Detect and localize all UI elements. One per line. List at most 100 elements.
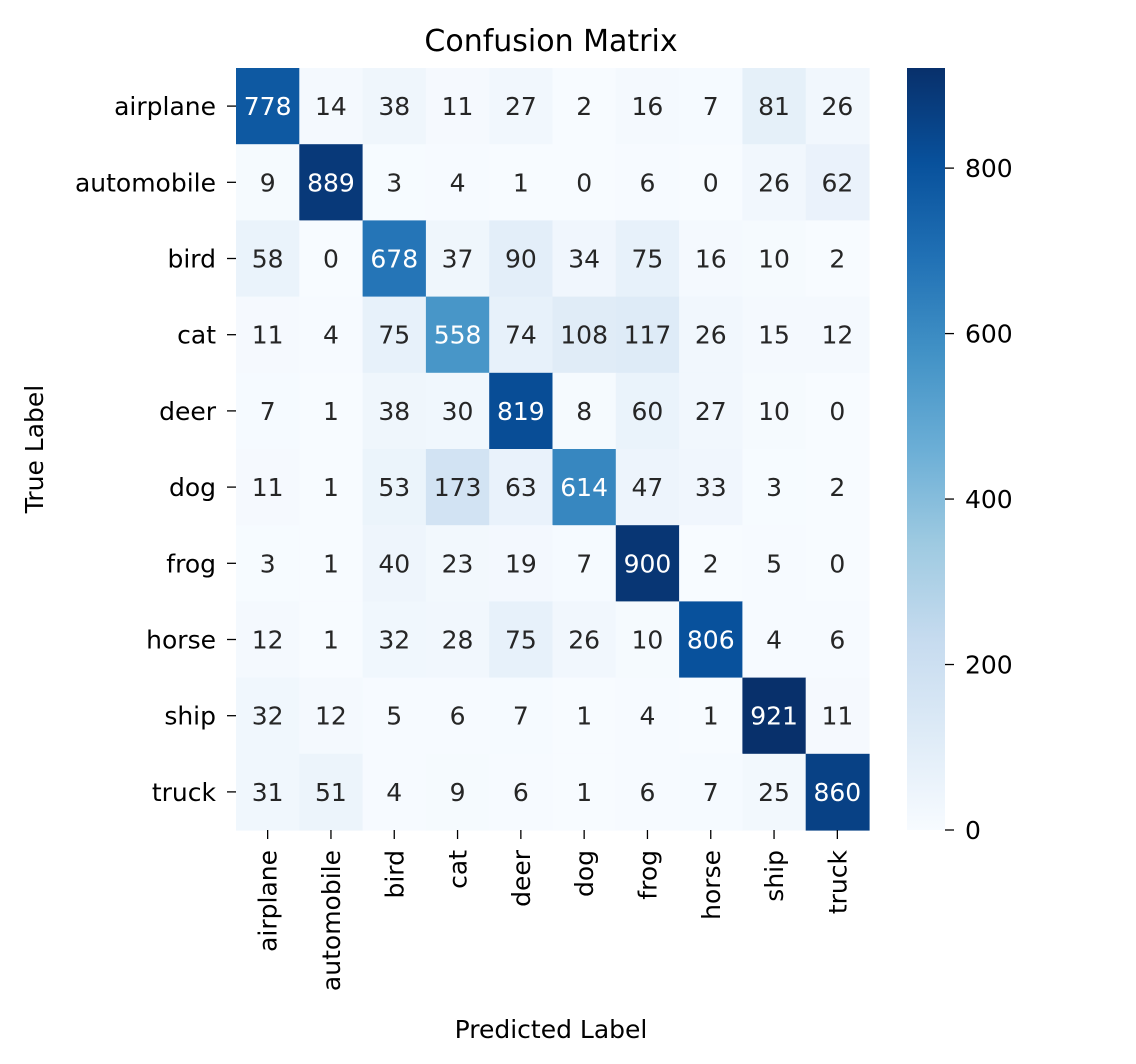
heatmap-cell xyxy=(679,68,743,145)
cell-value-label: 32 xyxy=(252,702,284,731)
cell-value-label: 173 xyxy=(434,473,482,502)
cell-value-label: 4 xyxy=(323,321,339,350)
heatmap-cell xyxy=(742,677,807,755)
colorbar-tick-label: 600 xyxy=(965,320,1013,349)
cell-value-label: 26 xyxy=(568,626,600,655)
cell-value-label: 60 xyxy=(632,397,664,426)
heatmap-cell xyxy=(236,601,300,679)
heatmap-cell xyxy=(299,449,364,526)
heatmap-cell xyxy=(805,296,870,374)
heatmap-cell xyxy=(679,677,743,755)
heatmap-cell xyxy=(615,296,680,374)
heatmap-cell xyxy=(615,677,680,755)
cell-value-label: 7 xyxy=(576,549,592,578)
heatmap-cell xyxy=(425,68,490,145)
cell-value-label: 2 xyxy=(576,92,592,121)
x-tick-label: automobile xyxy=(317,850,346,991)
y-tick-label: automobile xyxy=(75,168,216,197)
y-tick-label: frog xyxy=(166,549,216,578)
x-tick-label: airplane xyxy=(254,850,283,952)
cell-value-label: 0 xyxy=(323,245,339,274)
cell-value-label: 53 xyxy=(378,473,410,502)
heatmap-cell xyxy=(236,68,300,145)
cell-value-label: 74 xyxy=(505,321,537,350)
heatmap-cell xyxy=(425,296,490,374)
heatmap-cell xyxy=(552,753,617,831)
heatmap-cell xyxy=(742,525,807,602)
colorbar-tick-label: 800 xyxy=(965,154,1013,183)
cell-value-label: 6 xyxy=(450,702,466,731)
colorbar: 0 200 400 600 800 xyxy=(907,68,1013,845)
cell-value-label: 40 xyxy=(378,549,410,578)
cell-value-label: 75 xyxy=(378,321,410,350)
cell-value-label: 3 xyxy=(260,549,276,578)
heatmap-cell xyxy=(489,68,554,145)
heatmap-cell xyxy=(236,372,300,450)
heatmap-cell xyxy=(362,68,427,145)
x-tick-label: horse xyxy=(697,850,726,920)
cell-value-label: 778 xyxy=(244,92,292,121)
cell-value-label: 38 xyxy=(378,397,410,426)
cell-value-label: 75 xyxy=(632,245,664,274)
heatmap-cell xyxy=(552,372,617,450)
cell-value-label: 27 xyxy=(695,397,727,426)
heatmap-cell xyxy=(362,449,427,526)
cell-value-label: 28 xyxy=(442,626,474,655)
cell-value-label: 4 xyxy=(386,778,402,807)
heatmap-cell xyxy=(489,449,554,526)
cell-value-label: 31 xyxy=(252,778,284,807)
cell-value-label: 2 xyxy=(703,549,719,578)
heatmap-cell xyxy=(552,449,617,526)
cell-value-label: 33 xyxy=(695,473,727,502)
heatmap-cell xyxy=(742,753,807,831)
cell-value-label: 7 xyxy=(513,702,529,731)
cell-value-label: 51 xyxy=(315,778,347,807)
heatmap-cell xyxy=(679,372,743,450)
y-tick-label: dog xyxy=(169,473,216,502)
heatmap-cell xyxy=(679,144,743,221)
heatmap-cell xyxy=(425,525,490,602)
cell-value-label: 3 xyxy=(386,168,402,197)
cell-value-label: 11 xyxy=(252,321,284,350)
heatmap-cell xyxy=(552,525,617,602)
heatmap-cell xyxy=(679,601,743,679)
cell-value-label: 0 xyxy=(829,397,845,426)
heatmap-cell xyxy=(742,372,807,450)
cell-value-label: 37 xyxy=(442,245,474,274)
cell-value-label: 81 xyxy=(758,92,790,121)
heatmap-cell xyxy=(299,601,364,679)
heatmap-cell xyxy=(552,601,617,679)
colorbar-tick-label: 200 xyxy=(965,651,1013,680)
cell-value-label: 819 xyxy=(497,397,545,426)
heatmap-cell xyxy=(425,677,490,755)
heatmap-cell xyxy=(236,296,300,374)
heatmap-cell xyxy=(425,753,490,831)
heatmap-cell xyxy=(489,677,554,755)
heatmap-cell xyxy=(299,753,364,831)
heatmap-cell xyxy=(552,144,617,221)
cell-value-label: 5 xyxy=(386,702,402,731)
heatmap-cell xyxy=(236,677,300,755)
heatmap-cell xyxy=(679,525,743,602)
cell-value-label: 108 xyxy=(560,321,608,350)
cell-value-label: 12 xyxy=(821,321,853,350)
cell-value-label: 0 xyxy=(829,549,845,578)
heatmap-cell xyxy=(679,753,743,831)
cell-value-label: 1 xyxy=(323,626,339,655)
heatmap-cell xyxy=(425,372,490,450)
cell-value-label: 8 xyxy=(576,397,592,426)
cell-value-label: 14 xyxy=(315,92,347,121)
heatmap-cell xyxy=(615,220,680,298)
cell-value-label: 30 xyxy=(442,397,474,426)
x-tick-label: frog xyxy=(633,850,662,900)
cell-value-label: 47 xyxy=(632,473,664,502)
y-tick-label: cat xyxy=(177,321,216,350)
heatmap-cell xyxy=(552,677,617,755)
cell-value-label: 23 xyxy=(442,549,474,578)
cell-value-label: 614 xyxy=(560,473,608,502)
heatmap-cell xyxy=(679,220,743,298)
heatmap-cell xyxy=(742,144,807,221)
x-tick-label: dog xyxy=(570,850,599,897)
cell-value-label: 1 xyxy=(323,397,339,426)
